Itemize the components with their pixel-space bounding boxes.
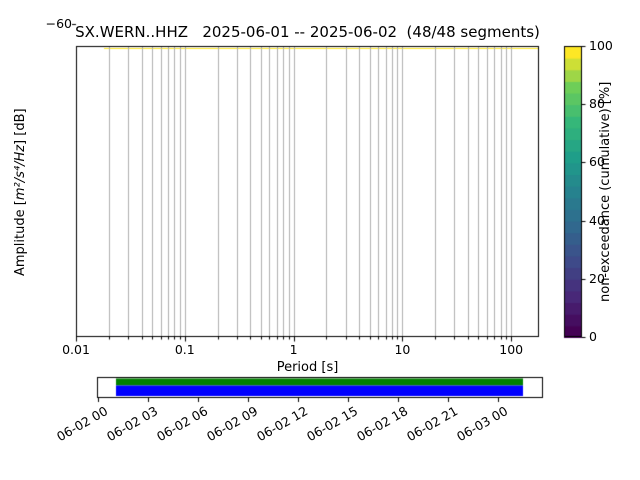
x-tick-label: 0.1 <box>174 342 195 357</box>
y-axis-label-prefix: Amplitude [ <box>13 199 28 276</box>
colorbar-tick-label: 40 <box>589 212 605 228</box>
x-tick-label: 10 <box>394 342 411 357</box>
y-axis-label-units: m²/s⁴/Hz <box>13 144 28 200</box>
y-tick-label: −60 <box>45 16 72 32</box>
x-tick-label: 100 <box>499 342 524 357</box>
plot-title: SX.WERN..HHZ 2025-06-01 -- 2025-06-02 (4… <box>75 23 540 41</box>
y-axis-label-suffix: ] [dB] <box>13 107 28 145</box>
x-tick-label: 0.01 <box>62 342 90 357</box>
colorbar-tick-label: 20 <box>589 270 605 286</box>
colorbar-tick-label: 100 <box>589 38 613 53</box>
y-axis-label: Amplitude [m²/s⁴/Hz] [dB] <box>13 108 29 276</box>
colorbar-label: non-exceedance (cumulative) [%] <box>598 81 613 302</box>
x-tick-label: 1 <box>289 342 298 357</box>
x-axis-label: Period [s] <box>276 360 339 375</box>
colorbar-tick-label: 80 <box>589 96 605 112</box>
colorbar-tick-label: 0 <box>589 329 597 344</box>
colorbar-tick-label: 60 <box>589 154 605 170</box>
